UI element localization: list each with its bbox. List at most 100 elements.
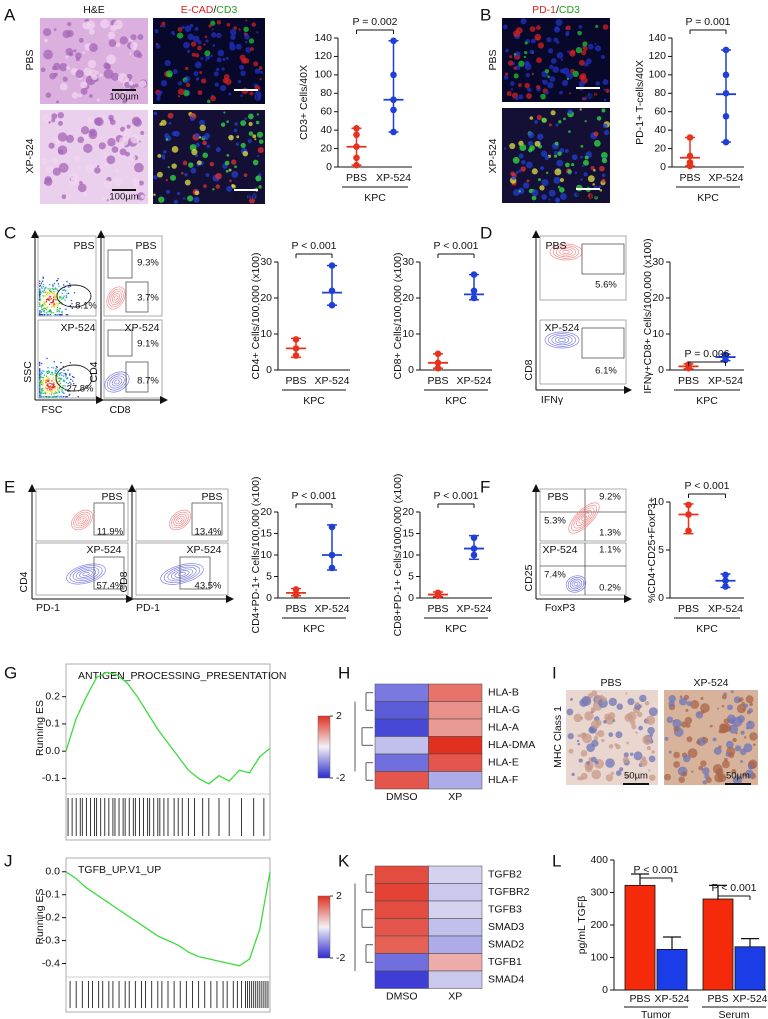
flow-event — [40, 392, 42, 394]
micrograph-texture — [253, 61, 259, 67]
enrichment-curve — [65, 871, 271, 967]
micrograph-texture — [156, 171, 163, 178]
flow-event — [62, 297, 64, 300]
micrograph-texture — [704, 773, 710, 779]
flow-event — [60, 362, 62, 364]
flow-event — [39, 299, 42, 301]
heatmap-cell — [428, 701, 483, 720]
y-tick-label: 400 — [590, 854, 608, 866]
data-point — [390, 106, 397, 114]
micrograph-texture — [736, 703, 747, 714]
flow-event — [46, 379, 48, 381]
flow-event — [56, 392, 58, 394]
flow-event — [53, 395, 56, 398]
micrograph-texture — [77, 136, 85, 144]
flow-event — [59, 300, 61, 302]
colorbar-label: -2 — [336, 952, 345, 964]
micrograph-texture — [725, 752, 730, 757]
micrograph-texture — [61, 194, 67, 200]
micrograph-texture — [520, 166, 526, 172]
micrograph-texture — [743, 736, 747, 739]
flow-event — [42, 280, 44, 282]
micrograph-texture — [610, 771, 615, 776]
data-point — [685, 527, 692, 535]
micrograph-texture — [625, 692, 628, 695]
micrograph-texture — [41, 113, 51, 123]
micrograph-texture — [190, 167, 197, 174]
micrograph-texture — [713, 747, 722, 755]
y-tick-label: 10 — [260, 549, 272, 561]
flow-event — [46, 357, 48, 360]
y-tick-label: 60 — [654, 105, 666, 117]
flow-contour — [562, 250, 570, 254]
flow-event — [40, 393, 42, 395]
micrograph-texture — [737, 715, 745, 723]
micrograph-texture — [255, 175, 262, 182]
flow-event — [39, 293, 41, 295]
micrograph-texture — [721, 694, 727, 700]
x-tick-label: PBS — [285, 603, 306, 615]
flow-contour — [558, 338, 566, 342]
micrograph-texture — [216, 57, 222, 63]
p-value: P < 0.001 — [711, 882, 756, 894]
flow-event — [51, 392, 53, 394]
micrograph-texture — [590, 166, 595, 170]
flow-event — [39, 379, 41, 381]
micrograph-texture — [155, 42, 159, 46]
micrograph-texture — [167, 72, 173, 78]
micrograph-texture — [206, 144, 211, 148]
stain-part: PD-1 — [532, 4, 556, 16]
row-label: XP-524 — [487, 138, 499, 173]
micrograph-texture — [194, 53, 200, 58]
micrograph-texture — [590, 756, 597, 763]
flow-event — [44, 307, 47, 310]
micrograph-texture — [230, 34, 236, 40]
micrograph-texture — [615, 770, 622, 776]
flow-event — [61, 312, 63, 314]
micrograph-texture — [702, 736, 705, 739]
micrograph-texture — [509, 81, 515, 86]
flow-contour — [106, 286, 126, 310]
flow-event — [73, 383, 75, 385]
micrograph-texture — [732, 775, 743, 785]
flow-event — [68, 394, 70, 396]
micrograph-texture — [204, 136, 208, 141]
micrograph-texture — [137, 34, 144, 41]
flow-event — [44, 295, 47, 297]
micrograph-texture — [88, 28, 95, 35]
micrograph-texture — [193, 196, 200, 203]
micrograph-texture — [540, 93, 546, 100]
micrograph-texture — [645, 715, 656, 725]
flow-event — [40, 305, 42, 307]
row-label: HLA-A — [488, 722, 519, 734]
micrograph-texture — [541, 179, 549, 186]
row-label: TGFB3 — [488, 904, 522, 916]
micrograph-texture — [586, 761, 590, 765]
flow-event — [39, 288, 41, 290]
flow-contour — [573, 581, 579, 587]
row-label: MHC Class 1 — [552, 706, 564, 768]
micrograph-texture — [583, 62, 589, 67]
micrograph-texture — [709, 724, 713, 728]
flow-event — [65, 389, 67, 392]
micrograph-texture — [541, 117, 546, 123]
row-label: TGFB1 — [488, 956, 522, 968]
row-label: TGFBR2 — [488, 886, 530, 898]
flow-event — [63, 396, 65, 398]
y-tick-label: 120 — [314, 50, 332, 62]
micrograph-texture — [99, 166, 103, 170]
micrograph-texture — [731, 769, 737, 775]
flow-event — [59, 302, 61, 304]
micrograph-texture — [506, 91, 512, 97]
micrograph-texture — [592, 183, 595, 186]
flow-event — [41, 376, 43, 379]
flow-event — [39, 382, 41, 384]
micrograph-texture — [201, 78, 207, 84]
flow-frame — [103, 319, 163, 399]
micrograph-texture — [594, 45, 602, 52]
micrograph-texture — [255, 120, 260, 125]
micrograph-texture — [131, 116, 141, 126]
flow-event — [47, 378, 49, 380]
chart-title: TGFB_UP.V1_UP — [78, 864, 161, 876]
